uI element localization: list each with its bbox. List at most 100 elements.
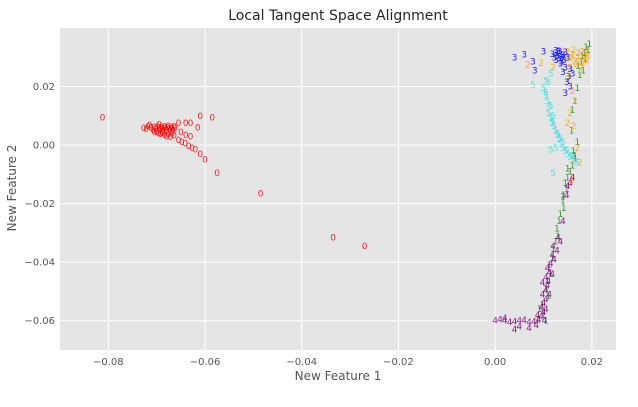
data-point: 2 bbox=[569, 53, 575, 63]
data-point: 1 bbox=[582, 55, 588, 65]
data-point: 0 bbox=[182, 140, 188, 150]
data-point: 0 bbox=[330, 233, 336, 243]
data-point: 1 bbox=[580, 66, 586, 76]
data-point: 3 bbox=[554, 52, 560, 62]
data-point: 5 bbox=[572, 157, 578, 167]
data-point: 0 bbox=[178, 128, 184, 138]
data-point: 0 bbox=[169, 124, 175, 134]
data-point: 3 bbox=[558, 60, 564, 70]
data-point: 2 bbox=[570, 87, 576, 97]
x-tick-label: −0.02 bbox=[383, 357, 414, 368]
data-point: 1 bbox=[577, 71, 583, 81]
data-point: 2 bbox=[574, 144, 580, 154]
data-point: 4 bbox=[502, 314, 508, 324]
data-point: 5 bbox=[558, 134, 564, 144]
data-point: 2 bbox=[550, 64, 556, 74]
data-point: 5 bbox=[549, 118, 555, 128]
data-point: 0 bbox=[163, 124, 169, 134]
data-point: 5 bbox=[545, 109, 551, 119]
data-point: 0 bbox=[166, 125, 172, 135]
data-point: 1 bbox=[562, 179, 568, 189]
data-point: 2 bbox=[573, 61, 579, 71]
data-point: 0 bbox=[163, 132, 169, 142]
data-point: 3 bbox=[562, 89, 568, 99]
data-point: 5 bbox=[548, 102, 554, 112]
data-point: 5 bbox=[543, 88, 549, 98]
data-point: 1 bbox=[574, 138, 580, 148]
y-tick-label: −0.04 bbox=[24, 258, 55, 269]
data-point: 2 bbox=[538, 59, 544, 69]
data-point: 1 bbox=[549, 254, 555, 264]
data-point: 5 bbox=[556, 135, 562, 145]
data-point: 4 bbox=[541, 308, 547, 318]
data-point: 3 bbox=[567, 65, 573, 75]
y-tick-label: −0.02 bbox=[24, 199, 55, 210]
data-point: 1 bbox=[565, 173, 571, 183]
data-point: 3 bbox=[521, 50, 527, 60]
data-point: 0 bbox=[161, 127, 167, 137]
data-point: 0 bbox=[188, 119, 194, 129]
data-point: 0 bbox=[141, 124, 147, 134]
data-point: 0 bbox=[156, 124, 162, 134]
data-point: 0 bbox=[100, 113, 106, 123]
plot-area bbox=[60, 28, 616, 350]
data-point: 4 bbox=[570, 173, 576, 183]
data-point: 3 bbox=[551, 53, 557, 63]
y-tick-label: 0.00 bbox=[33, 141, 55, 152]
chart-title: Local Tangent Space Alignment bbox=[228, 8, 448, 24]
data-point: 4 bbox=[538, 312, 544, 322]
data-point: 1 bbox=[578, 58, 584, 68]
data-point: 3 bbox=[562, 48, 568, 58]
data-point: 4 bbox=[565, 182, 571, 192]
data-point: 3 bbox=[560, 51, 566, 61]
data-point: 0 bbox=[143, 125, 149, 135]
data-point: 0 bbox=[167, 127, 173, 137]
data-point: 0 bbox=[202, 156, 208, 166]
data-point: 2 bbox=[570, 176, 576, 186]
data-point: 2 bbox=[580, 59, 586, 69]
data-point: 4 bbox=[492, 317, 498, 327]
data-point: 4 bbox=[545, 277, 551, 287]
data-point: 5 bbox=[569, 151, 575, 161]
y-tick-label: 0.02 bbox=[33, 82, 55, 93]
data-point: 4 bbox=[533, 321, 539, 331]
data-point: 2 bbox=[577, 159, 583, 169]
x-tick-label: 0.00 bbox=[484, 357, 506, 368]
data-point: 3 bbox=[559, 53, 565, 63]
data-point: 2 bbox=[579, 47, 585, 57]
data-point: 0 bbox=[258, 189, 264, 199]
data-point: 5 bbox=[546, 103, 552, 113]
data-point: 2 bbox=[572, 58, 578, 68]
data-point: 0 bbox=[154, 128, 160, 138]
series-0: 0000000000000000000000000000000000000000… bbox=[100, 112, 368, 252]
data-point: 1 bbox=[558, 210, 564, 220]
data-point: 4 bbox=[521, 316, 527, 326]
data-point: 3 bbox=[561, 56, 567, 66]
data-point: 4 bbox=[538, 304, 544, 314]
data-point: 4 bbox=[543, 295, 549, 305]
data-point: 4 bbox=[548, 260, 554, 270]
data-point: 5 bbox=[548, 145, 554, 155]
data-point: 4 bbox=[535, 311, 541, 321]
data-point: 1 bbox=[550, 245, 556, 255]
data-point: 4 bbox=[526, 324, 532, 334]
data-point: 1 bbox=[554, 225, 560, 235]
data-point: 2 bbox=[570, 50, 576, 60]
data-point: 0 bbox=[188, 132, 194, 142]
data-point: 2 bbox=[567, 64, 573, 74]
data-point: 0 bbox=[160, 129, 166, 139]
data-point: 5 bbox=[544, 97, 550, 107]
data-point: 5 bbox=[543, 91, 549, 101]
data-point: 1 bbox=[556, 217, 562, 227]
data-point: 0 bbox=[145, 123, 151, 133]
data-point: 2 bbox=[565, 119, 571, 129]
data-point: 0 bbox=[150, 126, 156, 136]
data-point: 4 bbox=[560, 217, 566, 227]
data-point: 5 bbox=[543, 77, 549, 87]
data-point: 4 bbox=[512, 326, 518, 336]
grid-lines bbox=[60, 28, 616, 350]
data-point: 5 bbox=[560, 144, 566, 154]
data-point: 5 bbox=[562, 147, 568, 157]
